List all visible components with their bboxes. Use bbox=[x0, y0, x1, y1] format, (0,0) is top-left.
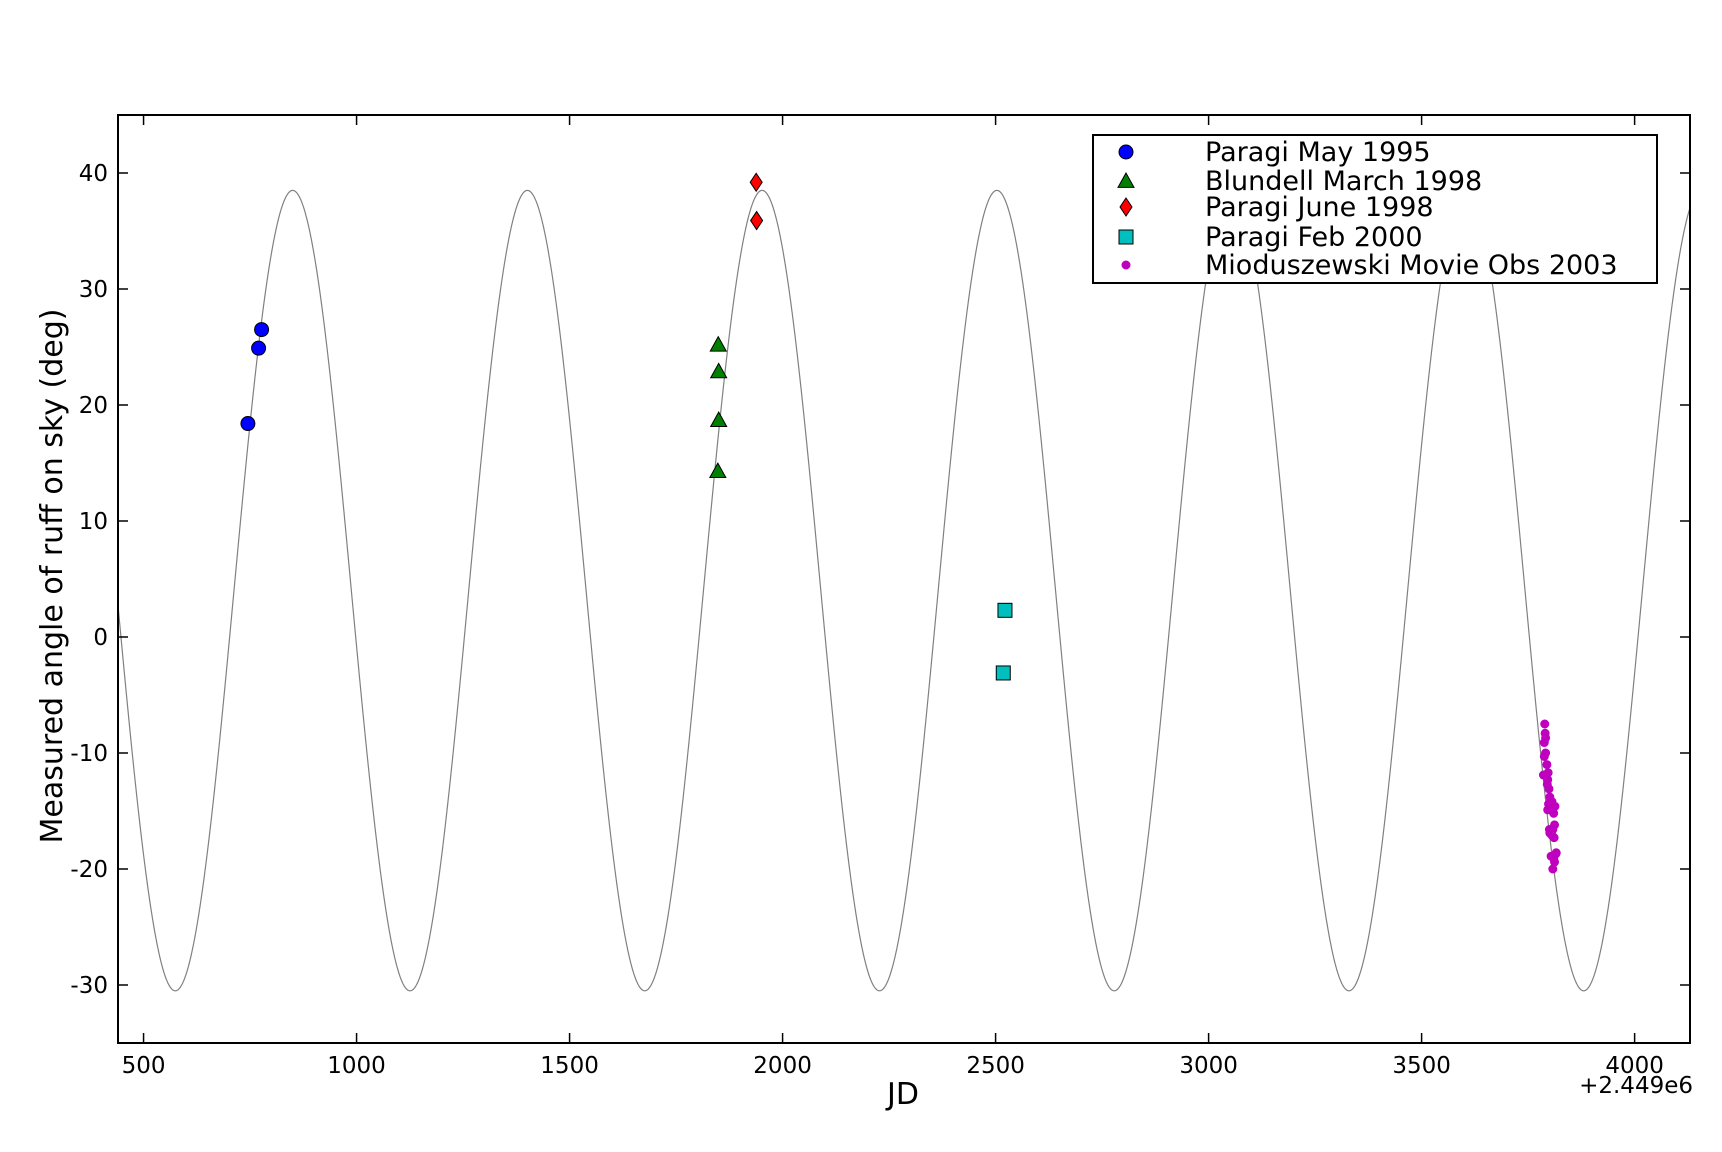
data-point bbox=[251, 340, 267, 356]
x-tick-label: 3000 bbox=[1179, 1053, 1238, 1079]
data-point bbox=[1539, 751, 1549, 761]
data-point bbox=[254, 322, 270, 338]
y-axis-title: Measured angle of ruff on sky (deg) bbox=[35, 309, 70, 844]
x-axis-offset-label: +2.449e6 bbox=[1579, 1073, 1693, 1099]
data-point bbox=[1548, 864, 1558, 874]
y-tick-label: 20 bbox=[79, 393, 108, 419]
x-tick-label: 2500 bbox=[966, 1053, 1025, 1079]
data-point bbox=[708, 462, 727, 479]
data-points-layer bbox=[240, 172, 1561, 874]
y-tick-label: -10 bbox=[70, 741, 108, 767]
legend-marker bbox=[1121, 260, 1131, 270]
x-tick-label: 2000 bbox=[753, 1053, 812, 1079]
data-point bbox=[709, 335, 728, 352]
y-tick-label: -20 bbox=[70, 857, 108, 883]
x-tick-label: 1000 bbox=[327, 1053, 386, 1079]
legend-label: Paragi June 1998 bbox=[1205, 192, 1434, 223]
x-tick-label: 1500 bbox=[540, 1053, 599, 1079]
data-point bbox=[749, 172, 763, 193]
data-point bbox=[240, 416, 256, 432]
y-tick-label: 10 bbox=[79, 509, 108, 535]
y-tick-label: 40 bbox=[79, 161, 108, 187]
series-3 bbox=[995, 602, 1013, 681]
data-point bbox=[709, 362, 728, 379]
data-point bbox=[995, 665, 1011, 681]
legend-box bbox=[1092, 134, 1658, 284]
x-tick-label: 3500 bbox=[1392, 1053, 1451, 1079]
legend-marker bbox=[1118, 144, 1134, 160]
legend-label: Paragi May 1995 bbox=[1205, 137, 1431, 168]
data-point bbox=[709, 411, 728, 427]
legend-marker bbox=[1118, 229, 1134, 245]
data-point bbox=[1549, 833, 1559, 843]
legend-marker bbox=[1119, 197, 1133, 217]
x-tick-label: 500 bbox=[122, 1053, 166, 1079]
y-tick-label: 0 bbox=[93, 625, 108, 651]
series-2 bbox=[749, 172, 764, 231]
legend-marker bbox=[1117, 171, 1135, 188]
legend-label: Paragi Feb 2000 bbox=[1205, 222, 1423, 253]
data-point bbox=[1544, 784, 1554, 794]
data-point bbox=[1544, 825, 1554, 835]
x-tick-label: 4000 bbox=[1605, 1053, 1664, 1079]
data-point bbox=[1542, 760, 1552, 770]
model-curve bbox=[117, 189, 1691, 992]
data-point bbox=[1549, 808, 1559, 818]
axis-ticks: 500 1000 1500 2000 2500 3000 3500 4000 40 30 20 10 0… bbox=[70, 115, 1690, 1079]
plot-frame bbox=[117, 114, 1691, 1044]
data-point bbox=[1540, 719, 1550, 729]
legend-label: Blundell March 1998 bbox=[1205, 166, 1482, 197]
x-axis-title: JD bbox=[885, 1077, 919, 1112]
data-point bbox=[749, 210, 764, 231]
data-point bbox=[1539, 738, 1549, 748]
series-0 bbox=[240, 322, 270, 432]
series-1 bbox=[708, 335, 728, 479]
y-tick-label: 30 bbox=[79, 277, 108, 303]
y-tick-label: -30 bbox=[70, 973, 108, 999]
data-point bbox=[997, 602, 1013, 618]
series-4 bbox=[1538, 719, 1561, 874]
legend-label: Mioduszewski Movie Obs 2003 bbox=[1205, 250, 1618, 281]
model-curve-layer bbox=[117, 189, 1691, 992]
